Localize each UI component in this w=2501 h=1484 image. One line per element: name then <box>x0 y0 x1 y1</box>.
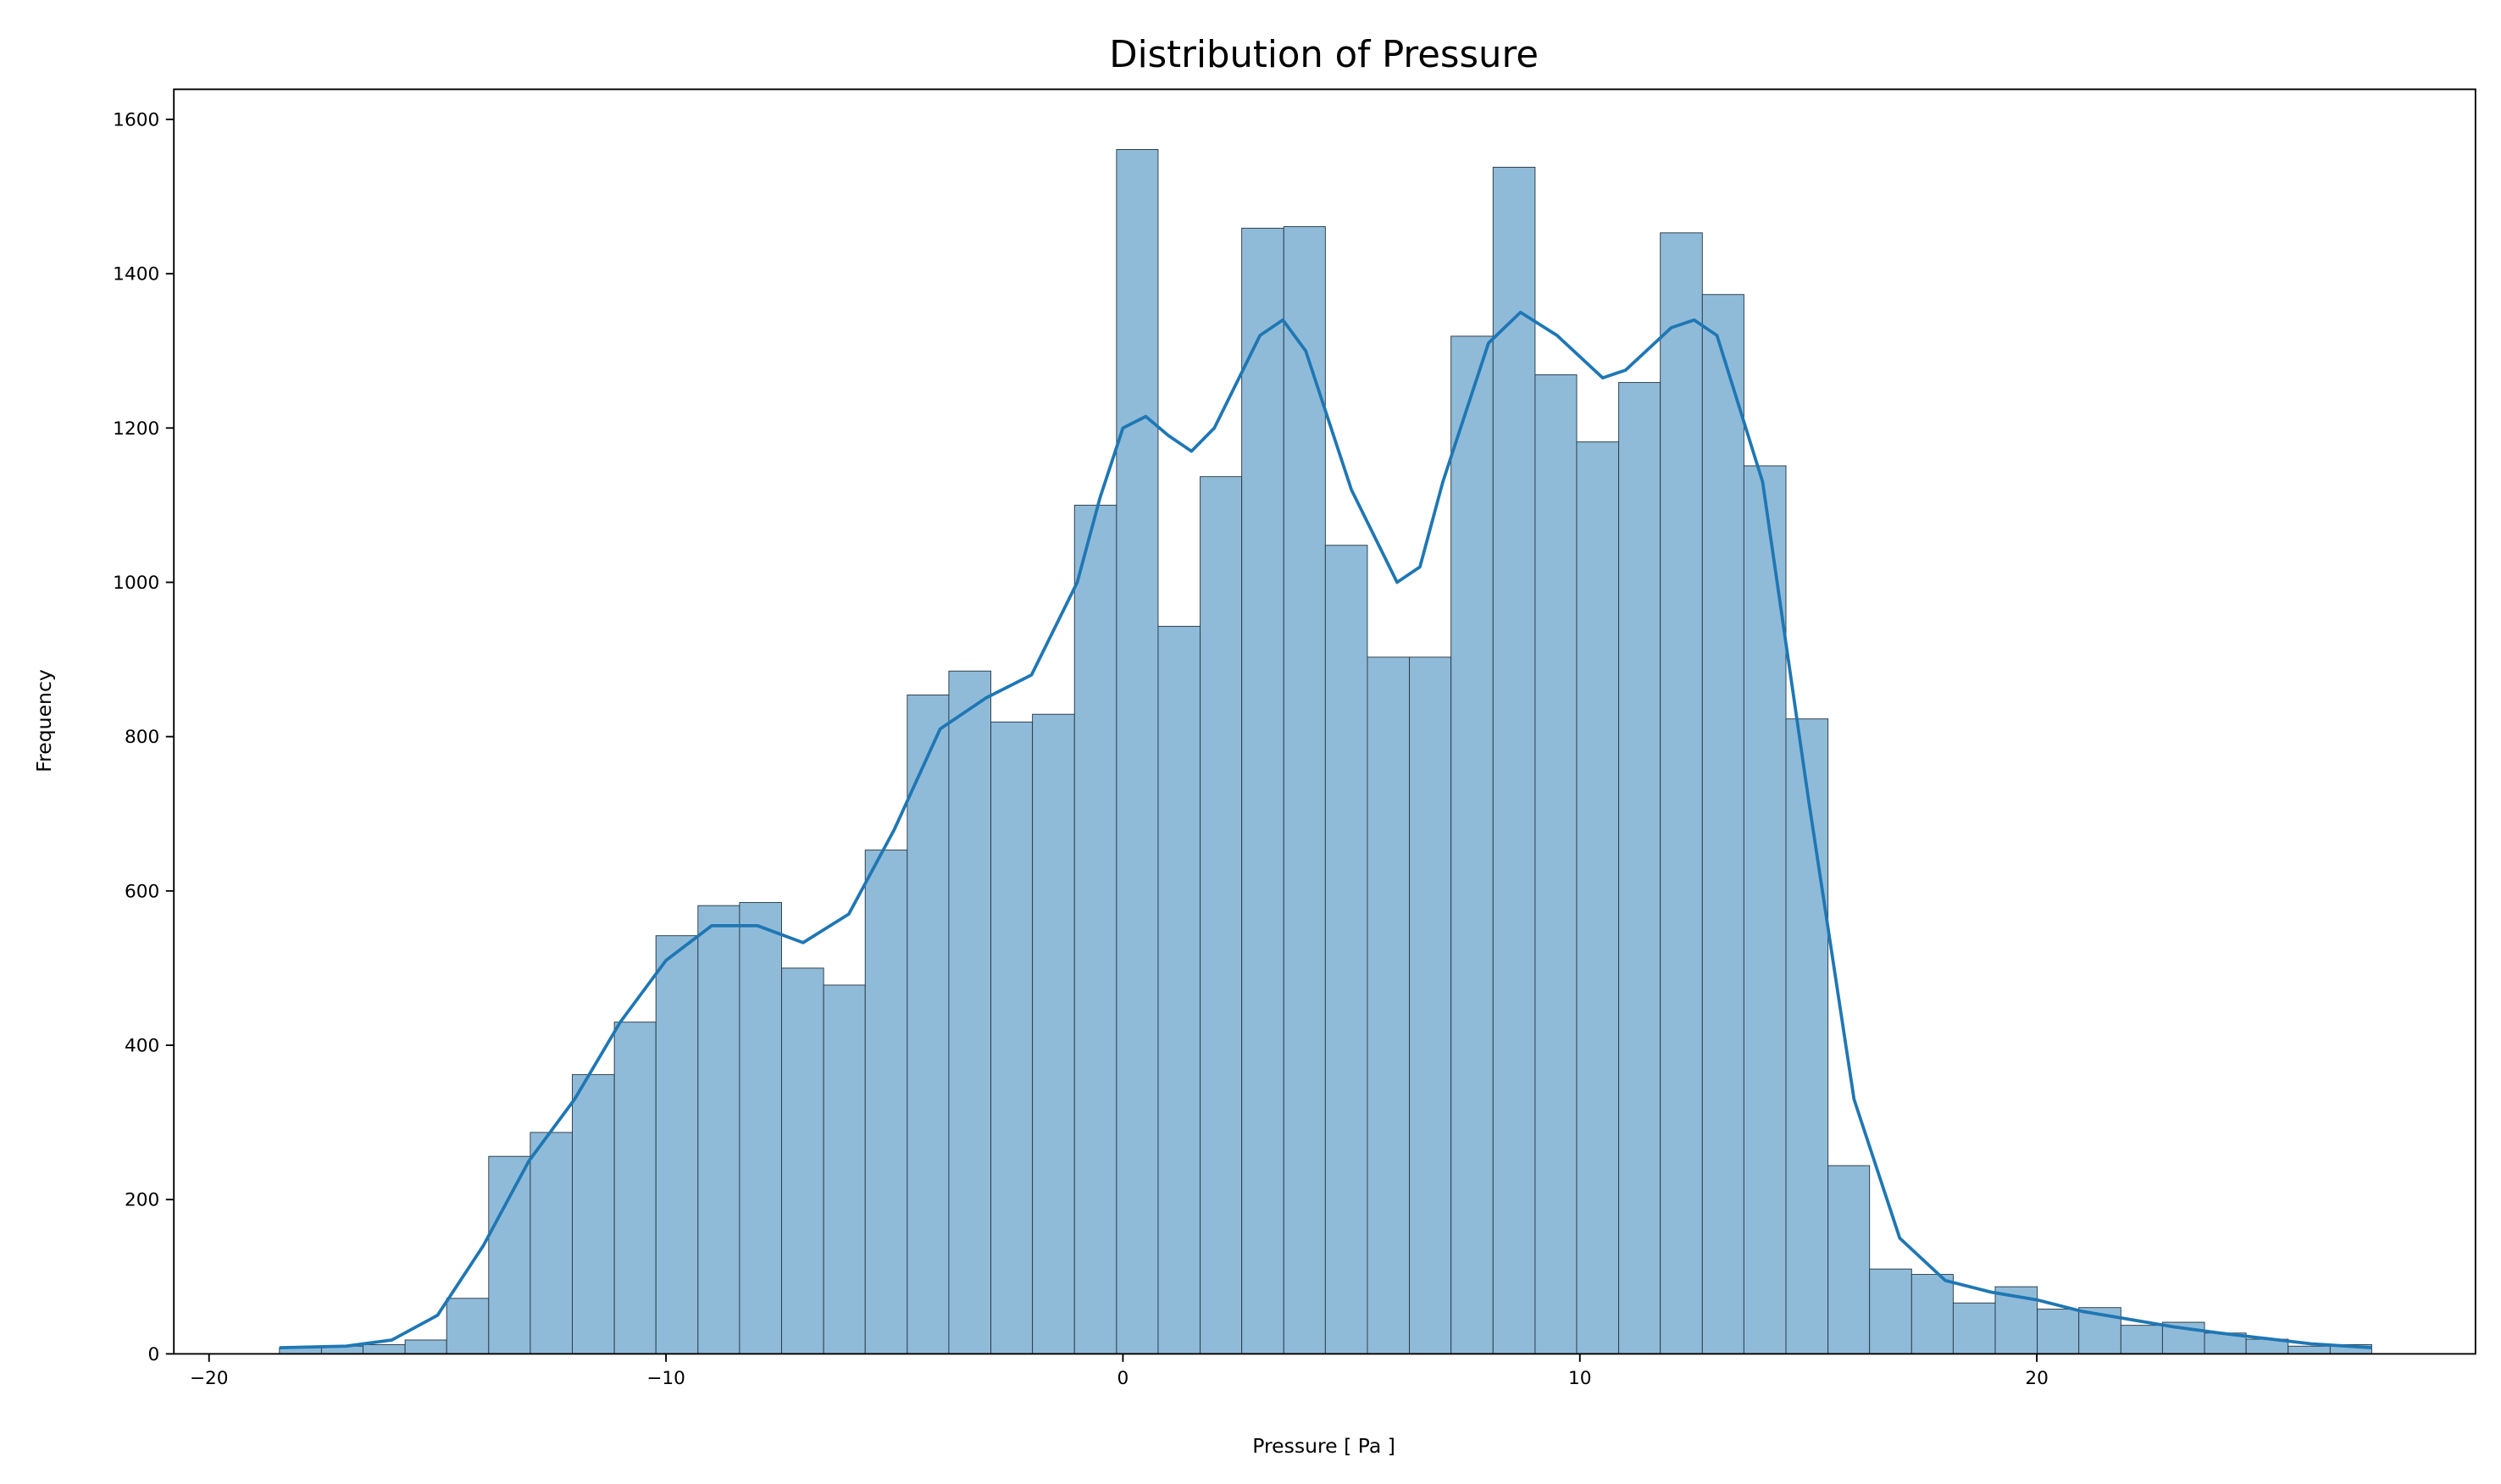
bar <box>1576 441 1620 1354</box>
bar <box>446 1298 490 1354</box>
bar <box>823 984 866 1354</box>
x-axis-label: Pressure [ Pa ] <box>1252 1434 1395 1458</box>
chart-title: Distribution of Pressure <box>1109 34 1539 76</box>
bar <box>1785 718 1829 1354</box>
bar <box>1492 166 1536 1354</box>
bar <box>2037 1309 2080 1354</box>
bar <box>2288 1345 2331 1354</box>
bar <box>1367 656 1411 1354</box>
bar <box>1827 1165 1871 1354</box>
bar <box>1952 1302 1996 1354</box>
bar <box>1283 226 1326 1354</box>
bar <box>1409 656 1452 1354</box>
y-tick-label: 1000 <box>113 573 159 594</box>
x-tick-label: 0 <box>1117 1368 1129 1389</box>
y-tick-label: 400 <box>125 1036 159 1057</box>
bar <box>739 902 783 1354</box>
bar <box>655 935 699 1354</box>
bar <box>1157 625 1201 1354</box>
bar <box>1116 149 1159 1354</box>
kde-line <box>279 310 2372 1349</box>
bar <box>1534 374 1578 1354</box>
x-tick-label: 20 <box>2025 1368 2049 1389</box>
bar <box>697 905 740 1354</box>
bar <box>1618 382 1661 1354</box>
y-tick-label: 0 <box>147 1344 159 1365</box>
x-tick-label: −10 <box>646 1368 685 1389</box>
bar <box>1869 1268 1912 1354</box>
x-tick-label: −20 <box>190 1368 229 1389</box>
y-tick-label: 200 <box>125 1190 159 1211</box>
y-tick-label: 1400 <box>113 264 159 285</box>
bar <box>488 1155 531 1354</box>
bar <box>781 967 824 1354</box>
bar <box>1701 294 1744 1354</box>
y-tick-label: 800 <box>125 727 159 748</box>
bar <box>1073 504 1117 1354</box>
plot-frame <box>173 88 2476 1355</box>
x-tick-label: 10 <box>1568 1368 1592 1389</box>
y-tick-label: 1600 <box>113 109 159 130</box>
y-tick-label: 600 <box>125 881 159 902</box>
y-axis-label: Frequency <box>32 669 56 772</box>
bar <box>990 721 1034 1354</box>
bar <box>1743 465 1787 1354</box>
bar <box>1910 1274 1954 1354</box>
bar <box>1660 232 1703 1354</box>
bar <box>1324 545 1368 1354</box>
bar <box>1200 476 1243 1354</box>
bar <box>363 1343 406 1354</box>
bar <box>530 1132 573 1354</box>
bar <box>613 1022 657 1354</box>
bar <box>1032 713 1075 1354</box>
bar <box>864 850 908 1354</box>
bar <box>907 695 950 1354</box>
bar <box>572 1074 615 1354</box>
bar <box>404 1339 447 1354</box>
bar <box>1241 227 1284 1354</box>
bar <box>2120 1325 2163 1354</box>
bar <box>1450 335 1494 1354</box>
y-tick-label: 1200 <box>113 418 159 440</box>
bar <box>948 670 992 1354</box>
